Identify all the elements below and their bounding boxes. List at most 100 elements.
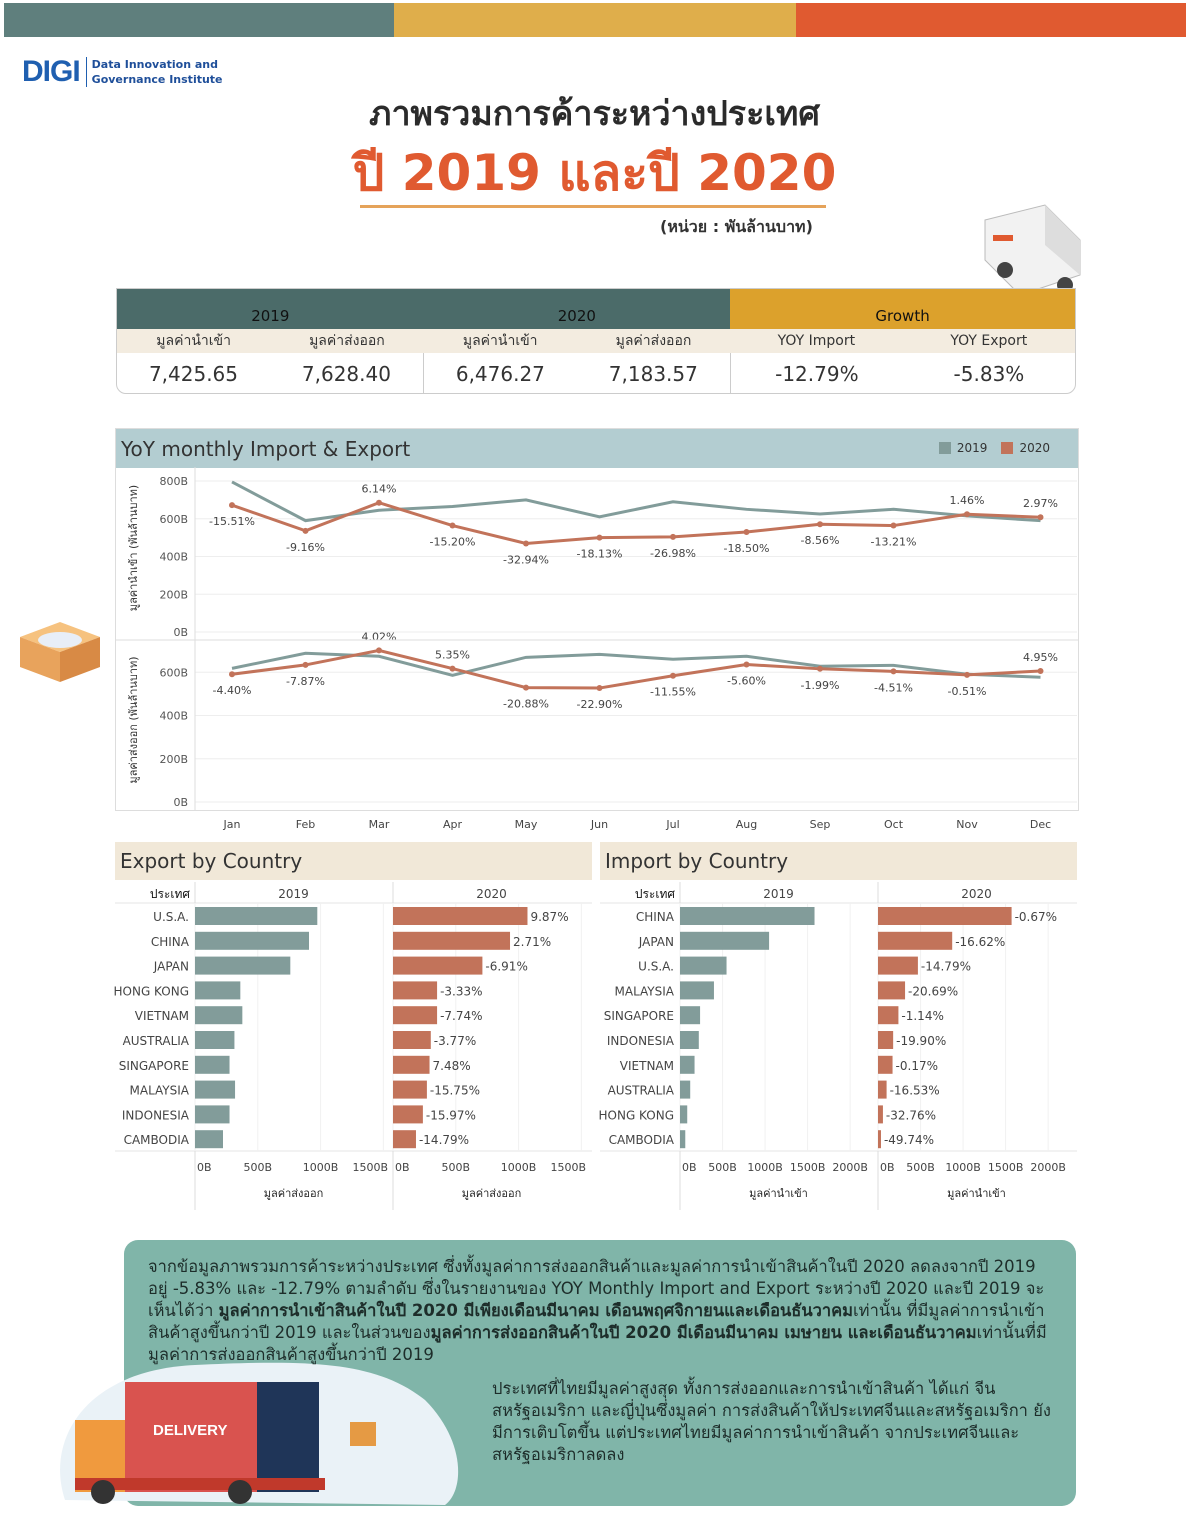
bar-2020	[393, 1080, 427, 1099]
x-tick-label: 2000B	[1030, 1161, 1066, 1174]
category-label: INDONESIA	[122, 1108, 190, 1122]
bar-growth-label: -0.67%	[1015, 910, 1057, 924]
column-header: มูลค่าส่งออก	[615, 333, 692, 349]
y-axis-label: มูลค่านำเข้า (พันล้านบาท)	[127, 485, 140, 611]
column-header: มูลค่านำเข้า	[156, 333, 231, 349]
data-label: -15.51%	[209, 515, 255, 528]
bar-2020	[393, 1105, 423, 1124]
page-title: ภาพรวมการค้าระหว่างประเทศ	[369, 94, 820, 134]
bar-2019	[195, 1080, 236, 1099]
data-label: -4.40%	[213, 684, 252, 697]
monthly-chart-title: YoY monthly Import & Export	[121, 436, 411, 461]
x-tick-label: 0B	[682, 1161, 697, 1174]
x-tick-label: 1500B	[550, 1161, 586, 1174]
bar-2019	[195, 981, 241, 1000]
bar-2019	[680, 1105, 688, 1124]
x-tick-label: 1500B	[352, 1161, 388, 1174]
category-label: JAPAN	[153, 960, 189, 974]
summary-value: 7,425.65	[148, 362, 238, 386]
category-label: SINGAPORE	[119, 1059, 189, 1073]
bar-2019	[195, 1006, 243, 1025]
line-series-2020	[231, 648, 1041, 690]
category-label: VIETNAM	[135, 1009, 189, 1023]
category-label: AUSTRALIA	[123, 1034, 190, 1048]
p1-bold-b: มูลค่าการส่งออกสินค้าในปี 2020 มีเดือนมี…	[430, 1323, 977, 1342]
top-bar-yellow	[394, 3, 796, 37]
y-axis-label: มูลค่าส่งออก (พันล้านบาท)	[127, 656, 140, 783]
bar-2019	[680, 1006, 701, 1025]
bar-2020	[393, 907, 528, 925]
logo-line2: Governance Institute	[91, 73, 223, 86]
bar-2020	[393, 956, 483, 975]
year-header: 2019	[278, 887, 309, 901]
group-growth: Growth	[730, 289, 1075, 329]
data-point	[743, 661, 750, 668]
category-label: MALAYSIA	[130, 1084, 190, 1098]
data-point	[817, 521, 823, 528]
x-tick-label: Jun	[590, 818, 608, 831]
bar-panel-header	[115, 842, 592, 880]
category-label: HONG KONG	[599, 1108, 675, 1122]
data-label: 1.46%	[950, 494, 985, 507]
category-label: U.S.A.	[153, 910, 189, 924]
data-label: -18.13%	[577, 548, 623, 561]
data-point	[376, 499, 382, 506]
bar-2019	[195, 1105, 230, 1124]
bar-2020	[878, 1105, 883, 1124]
group-2020: 2020	[423, 289, 731, 329]
year-header: 2019	[763, 887, 794, 901]
line-series-2019	[231, 480, 1041, 523]
data-point	[890, 522, 897, 529]
unit-note: (หน่วย : พันล้านบาท)	[660, 217, 813, 236]
bar-2020	[878, 1080, 887, 1099]
x-tick-label: Dec	[1030, 818, 1051, 831]
delivery-truck-illustration-icon: DELIVERY	[60, 1362, 459, 1505]
x-tick-label: 500B	[244, 1161, 273, 1174]
bar-growth-label: -3.77%	[434, 1034, 476, 1048]
bar-2019	[680, 981, 714, 1000]
data-label: -15.20%	[430, 536, 476, 549]
data-point	[964, 511, 970, 518]
bar-2019	[195, 1130, 224, 1149]
y-tick-label: 0B	[173, 796, 188, 809]
category-label: SINGAPORE	[604, 1009, 674, 1023]
data-point	[890, 668, 897, 675]
data-point	[229, 671, 235, 678]
truck-label: DELIVERY	[153, 1422, 227, 1439]
category-label: U.S.A.	[638, 960, 674, 974]
p1-text-b: เท่านั้น ที่มีมูลค่าการนำเข้าสินค้าสูงขึ…	[148, 1301, 1045, 1342]
x-axis-label: มูลค่านำเข้า	[947, 1187, 1006, 1200]
data-label: -1.99%	[801, 679, 840, 692]
data-label: 4.95%	[1023, 651, 1058, 664]
summary-value: -12.79%	[775, 362, 859, 386]
data-point	[1037, 667, 1044, 674]
line-series-2019	[231, 651, 1041, 679]
x-tick-label: Sep	[810, 818, 831, 831]
summary-table: 2019 2020 Growth มูลค่านำเข้า มูลค่าส่งออ…	[116, 288, 1076, 394]
data-point	[670, 672, 676, 679]
bar-2020	[878, 1006, 899, 1025]
data-point	[229, 502, 235, 509]
legend-2020: 2020	[1019, 441, 1050, 455]
x-tick-label: 0B	[880, 1161, 895, 1174]
bar-2020	[878, 1130, 881, 1149]
bar-growth-label: -20.69%	[908, 984, 958, 998]
x-tick-label: 500B	[708, 1161, 737, 1174]
summary-value: -5.83%	[953, 362, 1025, 386]
y-tick-label: 600B	[159, 666, 188, 679]
data-point	[376, 647, 382, 654]
category-label: CHINA	[151, 935, 190, 949]
bar-2019	[680, 907, 815, 925]
bar-chart-title: Export by Country	[120, 849, 302, 873]
bar-2019	[680, 931, 770, 950]
bar-growth-label: -15.97%	[426, 1108, 476, 1122]
bar-growth-label: 9.87%	[530, 910, 568, 924]
data-point	[670, 533, 676, 540]
bar-growth-label: -7.74%	[440, 1009, 482, 1023]
data-label: -11.55%	[650, 686, 696, 699]
category-label: MALAYSIA	[615, 984, 675, 998]
logo-line1: Data Innovation and	[91, 58, 219, 71]
column-header: YOY Export	[950, 333, 1028, 349]
x-tick-label: Aug	[736, 818, 757, 831]
bar-growth-label: -15.75%	[430, 1084, 480, 1098]
